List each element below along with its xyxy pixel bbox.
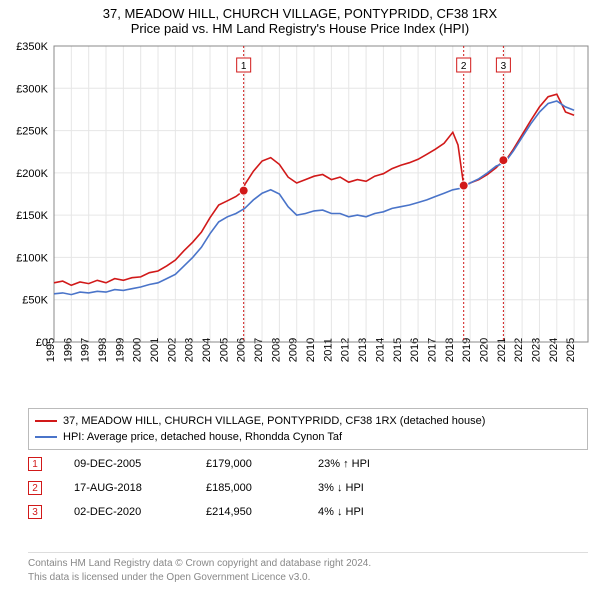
sale-dot — [499, 156, 508, 165]
svg-text:2004: 2004 — [201, 338, 213, 362]
sale-dot — [239, 186, 248, 195]
svg-text:2023: 2023 — [530, 338, 542, 362]
svg-text:1: 1 — [241, 61, 247, 72]
svg-text:1999: 1999 — [114, 338, 126, 362]
legend-label: HPI: Average price, detached house, Rhon… — [63, 431, 342, 443]
legend-swatch — [35, 420, 57, 422]
legend-row: 37, MEADOW HILL, CHURCH VILLAGE, PONTYPR… — [35, 413, 581, 429]
svg-text:2002: 2002 — [166, 338, 178, 362]
svg-text:2022: 2022 — [513, 338, 525, 362]
footer: Contains HM Land Registry data © Crown c… — [28, 552, 588, 584]
svg-text:2014: 2014 — [374, 338, 386, 362]
sales-date: 09-DEC-2005 — [74, 458, 194, 470]
svg-text:2009: 2009 — [288, 338, 300, 362]
footer-line1: Contains HM Land Registry data © Crown c… — [28, 557, 588, 571]
svg-text:3: 3 — [501, 61, 507, 72]
sales-row: 3 02-DEC-2020 £214,950 4% ↓ HPI — [28, 500, 588, 524]
legend-label: 37, MEADOW HILL, CHURCH VILLAGE, PONTYPR… — [63, 415, 485, 427]
svg-text:2016: 2016 — [409, 338, 421, 362]
svg-text:2000: 2000 — [132, 338, 144, 362]
price-chart: £0£50K£100K£150K£200K£250K£300K£350K1995… — [0, 42, 600, 402]
svg-text:2017: 2017 — [426, 338, 438, 362]
title-main: 37, MEADOW HILL, CHURCH VILLAGE, PONTYPR… — [10, 6, 590, 21]
svg-text:2003: 2003 — [184, 338, 196, 362]
sales-date: 02-DEC-2020 — [74, 506, 194, 518]
sales-price: £214,950 — [206, 506, 306, 518]
event-marker-3: 3 — [496, 58, 510, 72]
sales-price: £179,000 — [206, 458, 306, 470]
legend: 37, MEADOW HILL, CHURCH VILLAGE, PONTYPR… — [28, 408, 588, 450]
svg-text:2006: 2006 — [236, 338, 248, 362]
sales-table: 1 09-DEC-2005 £179,000 23% ↑ HPI 2 17-AUG-201… — [28, 452, 588, 524]
title-sub: Price paid vs. HM Land Registry's House … — [10, 21, 590, 36]
sale-dot — [459, 181, 468, 190]
svg-text:£150K: £150K — [16, 210, 48, 222]
sales-hpi: 4% ↓ HPI — [318, 506, 438, 518]
svg-text:2: 2 — [461, 61, 467, 72]
svg-text:£200K: £200K — [16, 168, 48, 180]
svg-text:1995: 1995 — [45, 338, 57, 362]
chart-container: £0£50K£100K£150K£200K£250K£300K£350K1995… — [0, 42, 600, 402]
sales-row: 2 17-AUG-2018 £185,000 3% ↓ HPI — [28, 476, 588, 500]
svg-text:£100K: £100K — [16, 252, 48, 264]
svg-text:2020: 2020 — [478, 338, 490, 362]
sales-row: 1 09-DEC-2005 £179,000 23% ↑ HPI — [28, 452, 588, 476]
svg-text:2013: 2013 — [357, 338, 369, 362]
sales-num-box: 2 — [28, 481, 42, 495]
svg-text:1997: 1997 — [80, 338, 92, 362]
legend-row: HPI: Average price, detached house, Rhon… — [35, 429, 581, 445]
event-marker-1: 1 — [237, 58, 251, 72]
svg-text:2025: 2025 — [565, 338, 577, 362]
event-marker-2: 2 — [457, 58, 471, 72]
svg-text:2010: 2010 — [305, 338, 317, 362]
sales-num-box: 1 — [28, 457, 42, 471]
svg-text:2005: 2005 — [218, 338, 230, 362]
legend-swatch — [35, 436, 57, 438]
svg-text:2018: 2018 — [444, 338, 456, 362]
svg-text:£300K: £300K — [16, 83, 48, 95]
sales-price: £185,000 — [206, 482, 306, 494]
svg-text:2008: 2008 — [270, 338, 282, 362]
svg-text:£350K: £350K — [16, 42, 48, 53]
svg-text:2021: 2021 — [496, 338, 508, 362]
sales-hpi: 23% ↑ HPI — [318, 458, 438, 470]
footer-line2: This data is licensed under the Open Gov… — [28, 571, 588, 585]
svg-text:2015: 2015 — [392, 338, 404, 362]
svg-text:1998: 1998 — [97, 338, 109, 362]
svg-text:2019: 2019 — [461, 338, 473, 362]
svg-text:1996: 1996 — [62, 338, 74, 362]
svg-text:2007: 2007 — [253, 338, 265, 362]
svg-text:£50K: £50K — [22, 295, 48, 307]
svg-text:2012: 2012 — [340, 338, 352, 362]
svg-text:2024: 2024 — [548, 338, 560, 362]
svg-text:£250K: £250K — [16, 126, 48, 138]
sales-hpi: 3% ↓ HPI — [318, 482, 438, 494]
sales-num-box: 3 — [28, 505, 42, 519]
svg-text:2001: 2001 — [149, 338, 161, 362]
sales-date: 17-AUG-2018 — [74, 482, 194, 494]
